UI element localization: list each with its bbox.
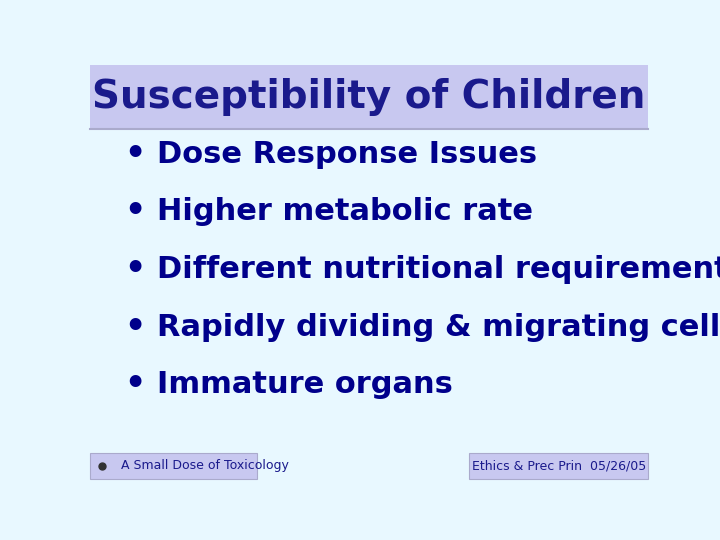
Text: Higher metabolic rate: Higher metabolic rate (157, 197, 533, 226)
Text: •: • (124, 310, 145, 343)
FancyBboxPatch shape (90, 453, 258, 478)
Text: •: • (124, 195, 145, 228)
Text: Immature organs: Immature organs (157, 370, 453, 399)
Text: Ethics & Prec Prin  05/26/05: Ethics & Prec Prin 05/26/05 (472, 459, 646, 472)
Text: •: • (124, 368, 145, 401)
Text: •: • (124, 138, 145, 171)
FancyBboxPatch shape (469, 453, 648, 478)
Text: A Small Dose of Toxicology: A Small Dose of Toxicology (121, 459, 289, 472)
FancyBboxPatch shape (90, 65, 648, 129)
Text: Rapidly dividing & migrating cells: Rapidly dividing & migrating cells (157, 313, 720, 342)
Text: Different nutritional requirements: Different nutritional requirements (157, 255, 720, 284)
Text: Dose Response Issues: Dose Response Issues (157, 140, 537, 168)
Text: Susceptibility of Children: Susceptibility of Children (92, 78, 646, 116)
Text: •: • (124, 253, 145, 286)
